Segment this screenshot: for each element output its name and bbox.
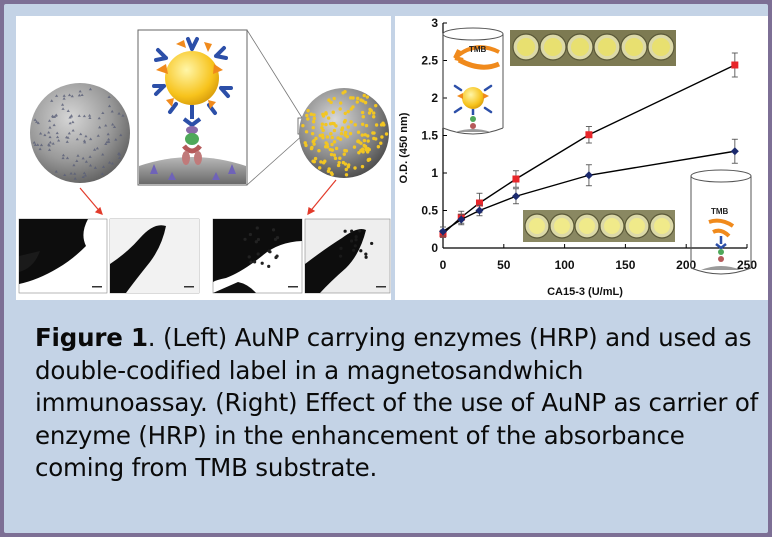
illustration-svg [18, 29, 391, 294]
series-line-2 [442, 150, 735, 233]
x-axis-label: CA15-3 (U/mL) [547, 286, 623, 298]
inset-cylinder-plain: TMB [690, 169, 752, 275]
x-tick-label: 200 [676, 258, 696, 272]
data-point-diamond [511, 192, 520, 201]
y-tick-label: 2.5 [421, 54, 438, 68]
y-tick-label: 1 [431, 166, 438, 180]
zoom-detail-box [137, 29, 309, 186]
data-point-square [731, 61, 739, 69]
y-tick-label: 2 [431, 91, 438, 105]
x-tick-label: 50 [497, 258, 511, 272]
data-point-square [585, 131, 593, 139]
y-tick-label: 0.5 [421, 204, 438, 218]
tem-image-2 [109, 218, 200, 294]
chart-svg: 0 50 100 150 200 250 0 0.5 1 1.5 2 2.5 3 TMB [398, 16, 757, 298]
magnetic-bead-aunp [299, 88, 389, 178]
magnetic-bead-plain [30, 83, 130, 183]
caption-label: Figure 1 [35, 323, 148, 352]
x-tick-label: 100 [555, 258, 575, 272]
inset-bottom-tmb-label: TMB [711, 207, 729, 216]
data-point-diamond [584, 171, 593, 180]
figure-frame: 0 50 100 150 200 250 0 0.5 1 1.5 2 2.5 3 TMB [4, 4, 768, 533]
tem-image-1 [18, 218, 108, 294]
tem-image-3 [212, 218, 303, 294]
data-point-diamond [475, 206, 484, 215]
y-axis-label: O.D. (450 nm) [398, 112, 410, 183]
y-tick-label: 0 [431, 241, 438, 255]
red-arrows [79, 179, 337, 216]
plate-photo-bottom [523, 210, 675, 242]
data-point-diamond [730, 147, 739, 156]
data-point-diamond [457, 215, 466, 224]
inset-top-tmb-label: TMB [469, 45, 487, 54]
caption-text: . (Left) AuNP carrying enzymes (HRP) and… [35, 323, 759, 482]
data-point-square [512, 175, 520, 183]
x-tick-label: 0 [440, 258, 447, 272]
tem-image-4 [304, 218, 391, 294]
x-tick-label: 150 [615, 258, 635, 272]
x-tick-label: 250 [737, 258, 757, 272]
plate-photo-top [510, 30, 676, 66]
left-illustration-panel [16, 16, 391, 300]
inset-cylinder-aunp: TMB [442, 27, 504, 135]
chart-panel: 0 50 100 150 200 250 0 0.5 1 1.5 2 2.5 3 TMB [395, 16, 768, 300]
y-tick-label: 1.5 [421, 129, 438, 143]
chart-series [439, 52, 739, 238]
chart-ticks: 0 50 100 150 200 250 0 0.5 1 1.5 2 2.5 3 [421, 16, 757, 272]
figure-caption: Figure 1. (Left) AuNP carrying enzymes (… [35, 322, 760, 485]
data-point-diamond [439, 227, 447, 236]
y-tick-label: 3 [431, 16, 438, 30]
data-point-square [475, 199, 483, 207]
